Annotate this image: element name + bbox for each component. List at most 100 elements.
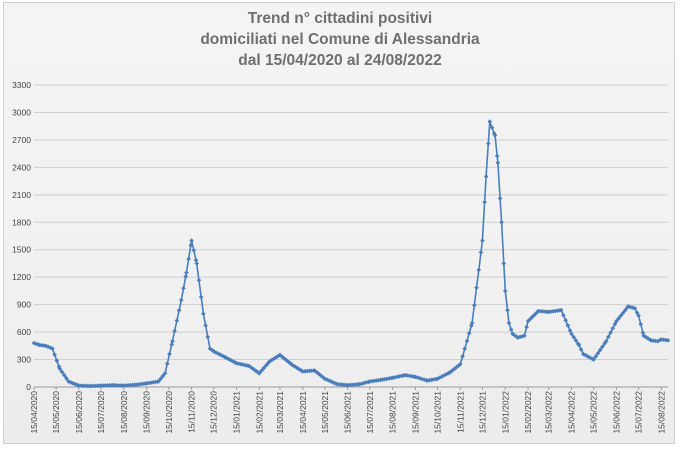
data-point [188,242,194,248]
data-point [284,357,289,363]
data-point [123,383,129,388]
data-point [417,376,423,381]
data-point [492,133,498,138]
data-point [563,318,568,323]
data-point [146,380,152,386]
data-point [379,377,385,382]
data-point [153,379,158,385]
data-point [337,382,342,387]
data-point [170,338,175,344]
data-point [158,376,163,382]
data-point [309,368,314,374]
data-point [198,294,204,300]
series-line [33,121,669,387]
chart-title-line-2: domiciliati nel Comune di Alessandria [200,31,480,48]
data-point [655,338,660,344]
data-point [61,372,67,378]
data-point [349,382,355,388]
data-point [263,363,269,368]
data-point [525,318,531,324]
data-point [571,334,577,340]
data-point [253,368,258,373]
x-tick-label: 15/04/2020 [29,391,39,434]
data-point [191,248,197,253]
x-tick-label: 15/06/2021 [343,391,353,434]
data-point [462,346,468,351]
data-point [207,346,213,351]
data-point [591,357,596,362]
data-point [234,360,239,366]
data-point [156,379,161,384]
data-point [269,357,275,363]
data-point [583,352,588,358]
x-tick-label: 15/06/2020 [74,391,84,434]
data-point [70,380,76,386]
x-tick-label: 15/01/2021 [231,391,241,434]
data-point [472,302,477,308]
x-tick-label: 15/06/2022 [611,391,621,434]
data-point [480,238,485,243]
y-tick-label: 1800 [12,217,31,227]
x-tick-label: 15/05/2022 [589,391,599,434]
data-point [321,375,326,380]
data-point [396,374,402,379]
data-point [620,310,626,316]
data-point [184,270,189,275]
data-point [174,318,180,323]
data-point [650,338,656,343]
x-tick-label: 15/08/2021 [388,391,398,434]
x-tick-label: 15/09/2021 [410,391,420,434]
y-tick-label: 2400 [12,162,31,172]
data-point [449,368,455,373]
data-point [565,323,571,328]
data-point [57,366,63,371]
data-point [352,382,357,387]
data-point [193,257,199,263]
data-point [64,376,69,381]
data-point [505,307,510,313]
data-point [659,337,664,342]
data-point [240,362,246,367]
data-point [458,361,463,367]
x-tick-label: 15/02/2021 [254,391,264,434]
data-point [382,376,387,382]
data-point [164,361,170,366]
data-point [439,374,445,379]
x-tick-label: 15/01/2022 [500,391,510,434]
data-point [259,368,264,374]
data-point [217,352,223,358]
data-point [636,313,641,318]
data-point [573,338,579,343]
chart-frame [3,2,675,444]
data-point [251,366,256,372]
data-point [296,366,302,372]
data-point [495,160,501,166]
data-point [228,357,233,363]
data-point [469,320,475,326]
x-tick-label: 15/07/2020 [96,391,106,434]
data-point [616,316,621,321]
data-point [632,305,638,311]
data-point [201,311,206,317]
data-point [630,305,635,310]
data-point [52,352,57,357]
x-tick-label: 15/07/2021 [365,391,375,434]
data-point [248,365,254,370]
data-point [176,308,182,313]
data-point [464,338,470,344]
data-point [638,321,644,327]
data-point [45,344,51,350]
x-tick-label: 15/10/2021 [433,391,443,434]
data-point [415,375,420,380]
x-tick-label: 15/04/2021 [298,391,308,434]
data-point [643,334,649,340]
data-point [134,382,139,388]
x-tick-label: 15/04/2022 [567,391,577,434]
data-point [215,351,221,356]
data-point [160,373,166,379]
x-tick-label: 15/09/2020 [142,391,152,434]
data-point [390,375,395,381]
data-point [300,369,306,374]
x-tick-label: 15/02/2022 [523,391,533,434]
